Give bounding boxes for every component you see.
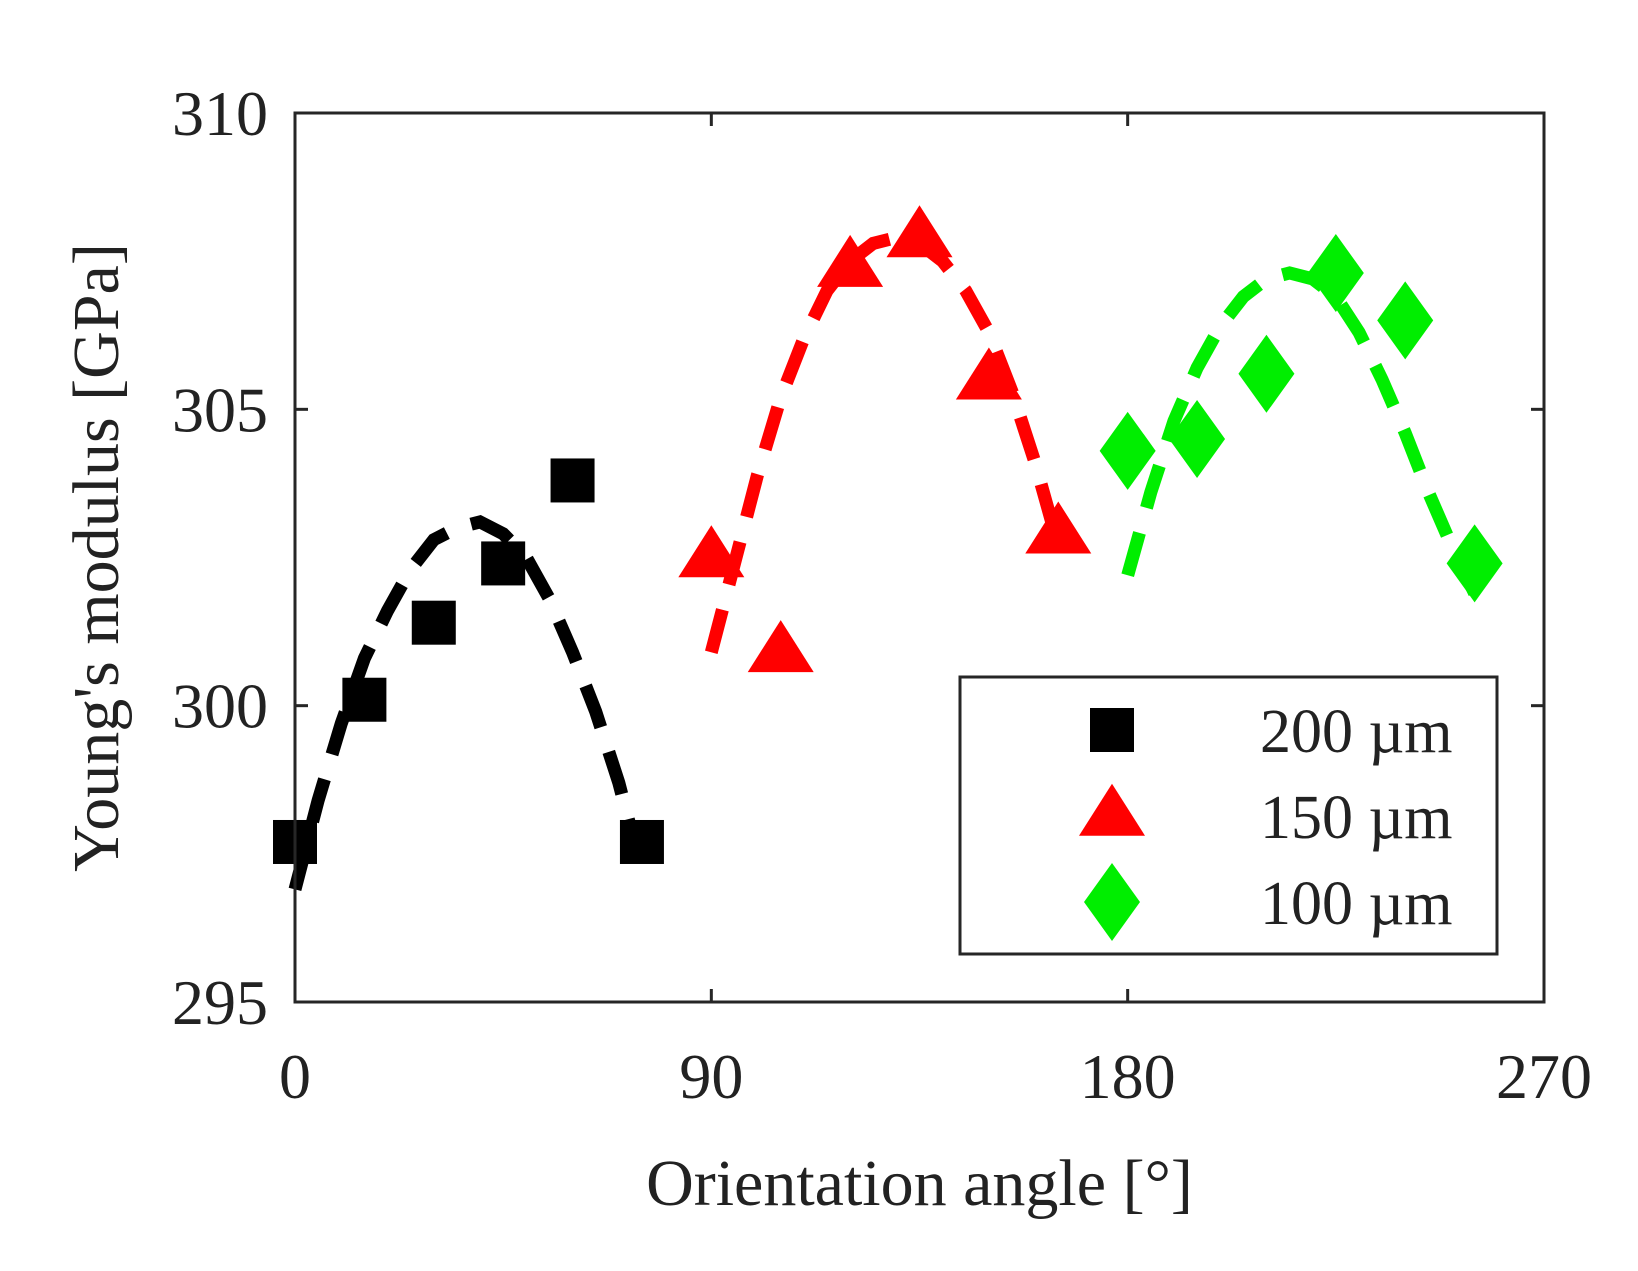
legend-marker-2 [1084, 863, 1140, 941]
data-point-diamond-2-1 [1169, 399, 1226, 478]
y-axis-label: Young's modulus [GPa] [60, 243, 133, 872]
y-tick-label: 295 [172, 967, 268, 1038]
plot-area-frame [293, 111, 1546, 1004]
legend-marker-1 [1079, 783, 1145, 836]
y-tick-labels: 295 300 305 310 [172, 78, 268, 1038]
x-tick-labels: 0 90 180 270 [279, 1041, 1592, 1112]
data-point-triangle-1-3 [886, 205, 953, 258]
axis-ticks [293, 111, 1546, 1004]
data-point-triangle-1-1 [747, 620, 814, 673]
x-tick-label: 180 [1080, 1041, 1176, 1112]
data-markers [273, 205, 1503, 864]
data-point-square-0-5 [619, 819, 664, 864]
data-point-diamond-2-5 [1446, 524, 1503, 603]
y-tick-label: 310 [172, 78, 268, 149]
x-axis-label: Orientation angle [°] [646, 1147, 1193, 1220]
data-point-diamond-2-4 [1377, 281, 1434, 360]
data-point-diamond-2-3 [1307, 234, 1364, 313]
x-tick-label: 270 [1496, 1041, 1592, 1112]
data-point-square-0-4 [550, 458, 595, 503]
data-point-square-0-1 [342, 677, 387, 722]
legend-label-1: 150 µm [1260, 784, 1452, 852]
data-point-triangle-1-2 [817, 234, 884, 287]
data-point-square-0-3 [481, 541, 526, 586]
legend-box [958, 675, 1499, 956]
data-point-square-0-2 [411, 600, 456, 645]
data-point-triangle-1-0 [678, 525, 745, 578]
data-point-diamond-2-2 [1238, 334, 1295, 413]
fit-curve-series-1 [705, 230, 1065, 654]
data-point-diamond-2-0 [1099, 411, 1156, 490]
legend-marker-0 [1090, 708, 1134, 752]
y-tick-label: 300 [172, 671, 268, 742]
fit-curve-series-2 [1121, 266, 1481, 596]
legend-label-0: 200 µm [1260, 698, 1452, 766]
y-tick-label: 305 [172, 374, 268, 445]
legend: 200 µm 150 µm 100 µm [958, 675, 1499, 956]
data-point-triangle-1-4 [955, 347, 1022, 400]
data-point-triangle-1-5 [1025, 501, 1092, 554]
fit-curves [288, 230, 1481, 892]
legend-label-2: 100 µm [1260, 870, 1452, 938]
x-tick-label: 0 [279, 1041, 311, 1112]
x-tick-label: 90 [679, 1041, 743, 1112]
